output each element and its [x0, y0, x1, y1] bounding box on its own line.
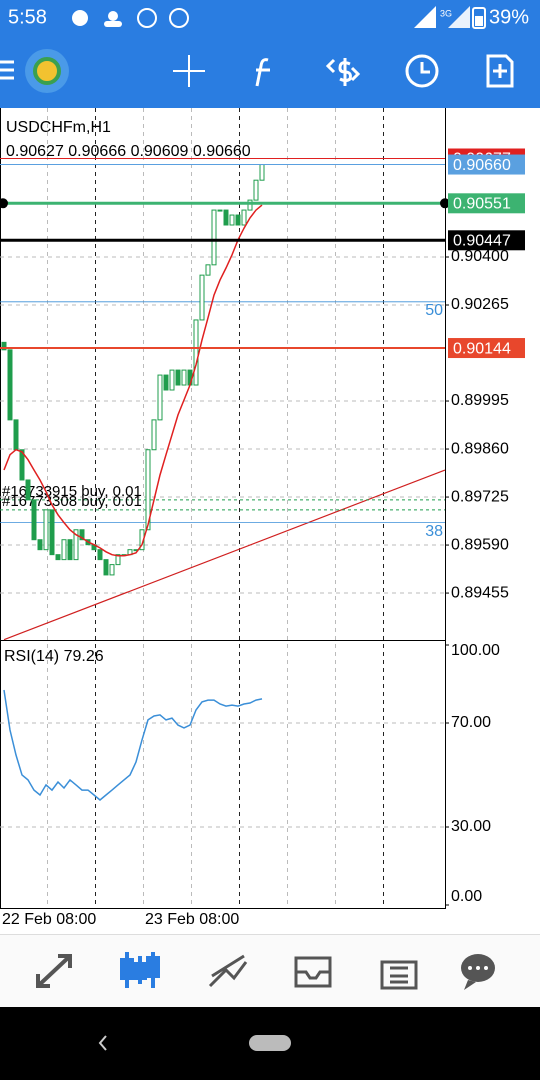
candle	[13, 419, 19, 451]
candle	[241, 209, 247, 226]
fib-label: 38	[425, 523, 443, 540]
candle	[1, 341, 7, 351]
candle	[235, 214, 241, 226]
y-tick-label: 0.89860	[451, 440, 509, 457]
order-label: #16773308 buy, 0.01	[2, 493, 142, 510]
rsi-title: RSI(14) 79.26	[4, 648, 104, 665]
candle	[193, 319, 199, 386]
candle	[61, 539, 67, 561]
candle	[25, 479, 31, 501]
rsi-tick-label: 100.00	[451, 642, 500, 659]
candle	[157, 374, 163, 421]
candle	[31, 499, 37, 541]
candle	[163, 374, 169, 391]
fib-label: 50	[425, 302, 443, 319]
toolbar-icons[interactable]	[0, 49, 514, 93]
vertical-grid	[47, 108, 384, 908]
y-tick-label: 0.90265	[451, 296, 509, 313]
y-tick-label: 0.90400	[451, 248, 509, 265]
ohlc-readout: 0.90627 0.90666 0.90609 0.90660	[6, 143, 251, 160]
price-label-box	[448, 230, 525, 251]
candle	[199, 274, 205, 321]
moving-average	[3, 204, 263, 557]
candle	[79, 529, 85, 541]
home-button[interactable]	[249, 1035, 291, 1051]
candle	[103, 559, 109, 576]
nav-icons[interactable]	[36, 952, 495, 990]
candle	[49, 509, 55, 556]
candle	[205, 264, 211, 276]
rsi-line	[3, 689, 263, 801]
rsi-tick-label: 0.00	[451, 888, 482, 905]
clock: 5:58	[8, 6, 47, 28]
network-type: 3G	[440, 8, 452, 18]
candle	[43, 509, 49, 551]
candle	[73, 529, 79, 561]
price-label: 0.90447	[453, 233, 511, 250]
price-label: 0.90144	[453, 340, 511, 357]
candle	[151, 419, 157, 451]
y-tick-label: 0.89590	[451, 536, 509, 553]
candle	[115, 554, 121, 566]
candle	[145, 449, 151, 531]
rsi-tick-label: 30.00	[451, 818, 491, 835]
candle	[247, 199, 253, 211]
candle	[7, 349, 13, 421]
candle	[211, 209, 217, 266]
candle	[229, 214, 235, 226]
level-handle	[440, 198, 450, 209]
candle	[175, 369, 181, 386]
candle	[169, 369, 175, 391]
x-tick-label: 22 Feb 08:00	[2, 911, 96, 928]
y-tick-label: 0.89455	[451, 584, 509, 601]
candle	[253, 179, 259, 201]
level-handle	[0, 198, 8, 209]
price-label-box	[448, 193, 525, 214]
price-label: 0.90551	[453, 196, 511, 213]
symbol-title: USDCHFm,H1	[6, 119, 111, 136]
candle	[223, 209, 229, 226]
trendline	[3, 469, 446, 641]
candle	[55, 554, 61, 561]
candle	[259, 164, 265, 181]
order-label: #16733915 buy, 0.01	[2, 483, 142, 500]
price-label-box	[448, 154, 525, 175]
candle	[19, 449, 25, 481]
x-tick-label: 23 Feb 08:00	[145, 911, 239, 928]
y-tick-label: 0.89725	[451, 488, 509, 505]
candle	[97, 549, 103, 561]
battery-level: 39%	[489, 6, 529, 28]
price-label-box	[448, 338, 525, 359]
y-tick-label: 0.89995	[451, 392, 509, 409]
bottom-nav	[0, 934, 540, 1007]
candle	[181, 369, 187, 386]
candle	[67, 539, 73, 561]
top-bar	[0, 0, 540, 108]
candle	[37, 539, 43, 551]
candle	[109, 564, 115, 576]
status-icons	[72, 6, 486, 29]
price-label: 0.90660	[453, 157, 511, 174]
candle	[217, 209, 223, 212]
rsi-tick-label: 70.00	[451, 714, 491, 731]
back-button[interactable]	[98, 1035, 107, 1051]
